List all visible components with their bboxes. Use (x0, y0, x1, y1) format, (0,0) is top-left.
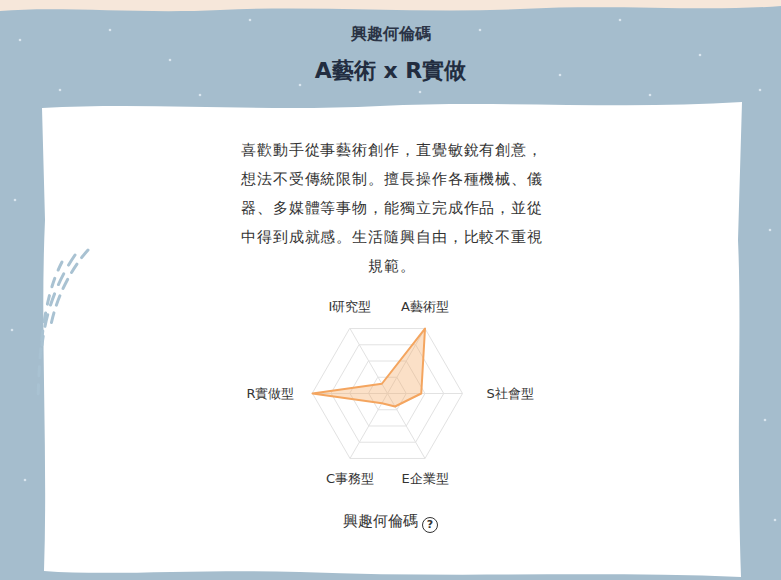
html-text:A藝術 x R實做: A藝術 x R實做 (314, 58, 467, 83)
svg-text:A藝術型: A藝術型 (401, 299, 449, 314)
html-text:興趣何倫碼: 興趣何倫碼 (350, 24, 431, 43)
svg-text:R實做型: R實做型 (246, 386, 294, 401)
svg-text:E企業型: E企業型 (401, 471, 448, 486)
html-text:喜歡動手從事藝術創作，直覺敏銳有創意，想法不受傳統限制。擅長: 喜歡動手從事藝術創作，直覺敏銳有創意，想法不受傳統限制。擅長操作各種機械、儀器、… (240, 141, 543, 275)
svg-text:I研究型: I研究型 (329, 299, 372, 314)
svg-text:S社會型: S社會型 (487, 386, 534, 401)
svg-text:C事務型: C事務型 (326, 471, 374, 486)
html-text:興趣何倫碼: 興趣何倫碼 (343, 512, 418, 530)
